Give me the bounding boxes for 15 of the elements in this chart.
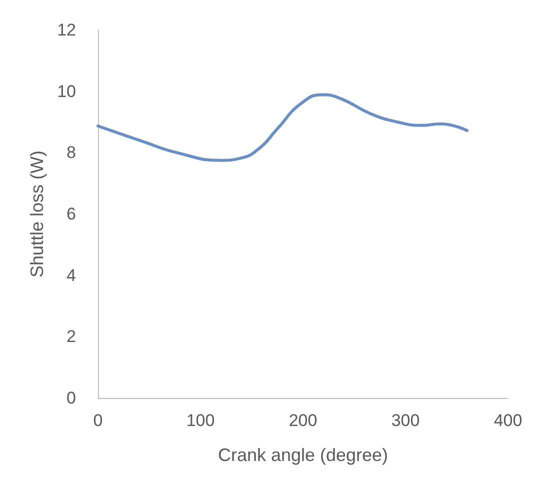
x-tick-label: 300 xyxy=(391,411,420,430)
x-axis-title: Crank angle (degree) xyxy=(218,445,388,465)
x-tick-label: 100 xyxy=(186,411,215,430)
x-tick-label: 400 xyxy=(494,411,522,430)
y-tick-label: 6 xyxy=(66,204,76,224)
x-tick-label: 200 xyxy=(288,411,318,430)
y-tick-label: 4 xyxy=(66,266,76,285)
y-tick-label: 8 xyxy=(66,143,76,162)
y-tick-label: 10 xyxy=(57,82,76,101)
y-axis-title: Shuttle loss (W) xyxy=(27,150,47,278)
y-tick-label: 0 xyxy=(66,388,76,408)
x-tick-label: 0 xyxy=(93,411,103,430)
y-tick-label: 2 xyxy=(66,327,76,346)
line-series xyxy=(96,93,468,162)
y-tick-label: 12 xyxy=(57,20,76,40)
